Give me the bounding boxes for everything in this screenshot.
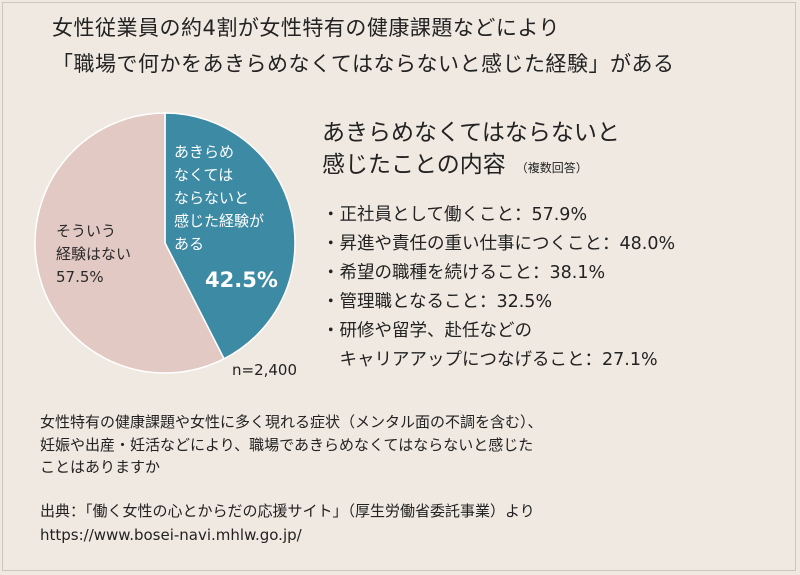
no-slice-label: そういう 経験はない 57.5% [56, 220, 131, 289]
list-item: ・希望の職種を続けること：38.1% [322, 263, 606, 283]
yes-label-line: 感じた経験が [174, 212, 265, 230]
no-label-line: 経験はない [56, 245, 132, 263]
list-item: ・正社員として働くこと：57.9% [322, 205, 588, 225]
source-url[interactable]: https://www.bosei-navi.mhlw.go.jp/ [40, 526, 302, 544]
title-line-1: 女性従業員の約4割が女性特有の健康課題などにより [52, 16, 560, 40]
yes-label-line: ある [174, 235, 205, 253]
pie-slice-yes [164, 112, 296, 360]
question-line: 妊娠や出産・妊活などにより、職場であきらめなくてはならないと感じた [40, 435, 534, 454]
list-item: キャリアアップにつなげること：27.1% [322, 350, 658, 370]
yes-label-line: あきらめ [174, 143, 235, 161]
reason-list: ・正社員として働くこと：57.9% ・昇進や責任の重い仕事につくこと：48.0%… [322, 201, 675, 375]
page-title: 女性従業員の約4割が女性特有の健康課題などにより 「職場で何かをあきらめなくては… [52, 10, 772, 82]
sample-size-note: n=2,400 [232, 361, 298, 379]
list-item: ・研修や留学、赴任などの [322, 321, 532, 341]
question-line: 女性特有の健康課題や女性に多く現れる症状（メンタル面の不調を含む）、 [40, 413, 543, 431]
list-title-line-2: 感じたことの内容 （複数回答） [322, 149, 620, 184]
source-citation: 出典：「働く女性の心とからだの応援サイト」（厚生労働省委託事業）より https… [40, 499, 535, 547]
yes-percent-label: 42.5% [205, 268, 278, 292]
yes-label-line: ならないと [174, 189, 250, 207]
pie-slice-no [34, 112, 226, 374]
multiple-answer-note: （複数回答） [515, 161, 588, 175]
no-label-line: そういう [56, 222, 117, 240]
question-line: ことはありますか [40, 458, 161, 476]
list-item: ・昇進や責任の重い仕事につくこと：48.0% [322, 234, 676, 254]
no-label-line: 57.5% [56, 268, 104, 286]
source-line: 出典：「働く女性の心とからだの応援サイト」（厚生労働省委託事業）より [40, 502, 535, 520]
list-item: ・管理職となること：32.5% [322, 292, 553, 312]
list-title-line-1: あきらめなくてはならないと [322, 120, 620, 146]
yes-label-line: なくては [174, 166, 234, 184]
yes-slice-label: あきらめ なくては ならないと 感じた経験が ある [174, 141, 264, 256]
list-title-text: 感じたことの内容 [322, 152, 506, 178]
title-line-2: 「職場で何かをあきらめなくてはならないと感じた経験」がある [52, 52, 675, 76]
list-title: あきらめなくてはならないと 感じたことの内容 （複数回答） [322, 117, 620, 184]
survey-question: 女性特有の健康課題や女性に多く現れる症状（メンタル面の不調を含む）、 妊娠や出産… [40, 411, 543, 479]
